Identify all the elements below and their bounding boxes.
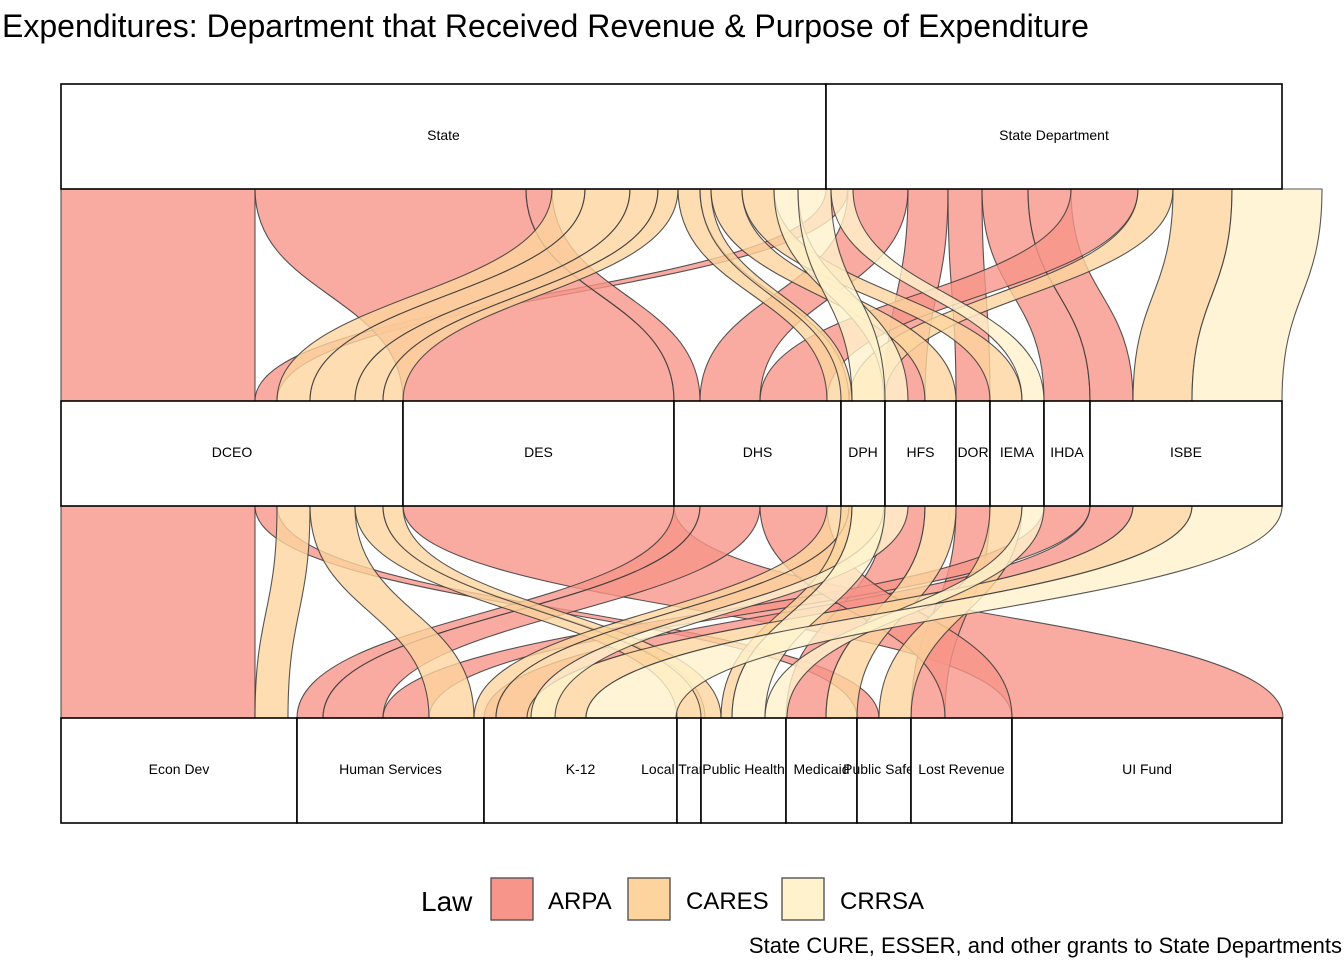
stratum-local-transfers (676, 717, 702, 824)
stratum-label-state: State (427, 127, 460, 143)
stratum-label-state-department: State Department (999, 127, 1109, 143)
stratum-dhs (673, 400, 842, 507)
legend-swatch-crrsa (781, 877, 825, 921)
chart-caption: State CURE, ESSER, and other grants to S… (748, 933, 1342, 958)
legend-label-crrsa: CRRSA (840, 888, 924, 915)
stratum-state-department (825, 83, 1283, 190)
stratum-label-dph: DPH (848, 444, 878, 460)
stratum-label-ihda: IHDA (1050, 444, 1084, 460)
stratum-label-hfs: HFS (907, 444, 935, 460)
stratum-label-medicaid: Medicaid (793, 761, 849, 777)
stratum-label-des: DES (524, 444, 553, 460)
legend-swatch-cares (627, 877, 671, 921)
stratum-label-dceo: DCEO (212, 444, 253, 460)
nodes-layer: State State Department DCEO DES DHS DPH HFS DOR… (60, 83, 1283, 824)
chart-title: Expenditures: Department that Received R… (2, 8, 1089, 44)
stratum-label-dor: DOR (957, 444, 988, 460)
stratum-label-econ-dev: Econ Dev (149, 761, 210, 777)
stratum-label-k-12: K-12 (566, 761, 596, 777)
legend-swatch-arpa (490, 877, 534, 921)
flow-arpa-state-dceo-econ-dev-1 (60, 505, 256, 719)
stratum-label-lost-revenue: Lost Revenue (918, 761, 1005, 777)
legend-title: Law (421, 886, 473, 917)
flow-cares-state-dceo-econ-dev-1 (254, 505, 311, 719)
stratum-label-public-health: Public Health (702, 761, 785, 777)
stratum-label-dhs: DHS (743, 444, 773, 460)
stratum-public-health (700, 717, 787, 824)
stratum-label-isbe: ISBE (1170, 444, 1202, 460)
stratum-public-safety (856, 717, 912, 824)
stratum-human-services (296, 717, 485, 824)
stratum-label-human-services: Human Services (339, 761, 442, 777)
stratum-medicaid (785, 717, 858, 824)
stratum-label-public-safety: Public Safety (843, 761, 925, 777)
stratum-econ-dev (60, 717, 298, 824)
stratum-dph (840, 400, 886, 507)
stratum-ihda (1043, 400, 1091, 507)
legend: Law ARPA CARES CRRSA (421, 877, 924, 921)
flow-arpa-state-dceo-econ-dev-0 (60, 188, 256, 402)
stratum-k-12 (483, 717, 678, 824)
stratum-ui-fund (1011, 717, 1283, 824)
stratum-des (402, 400, 675, 507)
stratum-dceo (60, 400, 404, 507)
legend-label-cares: CARES (686, 888, 769, 915)
flows-layer (60, 188, 1323, 719)
stratum-label-iema: IEMA (1000, 444, 1035, 460)
stratum-iema (989, 400, 1045, 507)
stratum-isbe (1089, 400, 1283, 507)
stratum-label-ui-fund: UI Fund (1122, 761, 1172, 777)
legend-label-arpa: ARPA (548, 888, 612, 915)
stratum-state (60, 83, 827, 190)
